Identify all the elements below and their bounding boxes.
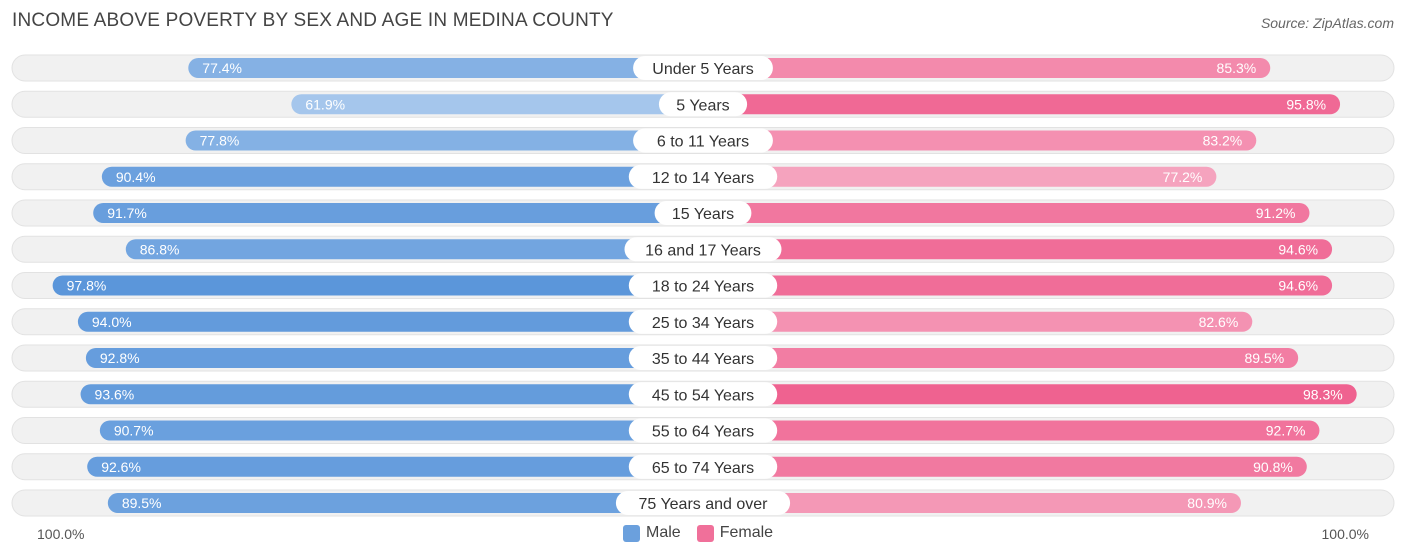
value-label-male-45-to-54-years: 93.6% — [95, 386, 135, 402]
category-pill-5-years — [658, 92, 748, 117]
value-label-female-25-to-34-years: 82.6% — [1199, 314, 1239, 330]
bar-male-6-to-11-years — [185, 130, 703, 151]
category-label-5-years: 5 Years — [676, 97, 729, 114]
category-pill-15-years — [654, 201, 752, 225]
value-label-male-5-years: 61.9% — [305, 96, 345, 112]
bar-male-25-to-34-years — [77, 311, 703, 332]
bar-female-5-years — [703, 94, 1341, 115]
category-pill-75-years-and-over — [615, 491, 791, 515]
value-label-male-35-to-44-years: 92.8% — [100, 350, 140, 366]
bar-male-35-to-44-years — [85, 348, 703, 368]
value-label-male-55-to-64-years: 90.7% — [114, 423, 154, 439]
category-label-25-to-34-years: 25 to 34 Years — [652, 315, 754, 332]
bar-female-45-to-54-years — [703, 384, 1357, 405]
value-label-female-35-to-44-years: 89.5% — [1244, 350, 1284, 366]
value-label-female-55-to-64-years: 92.7% — [1266, 423, 1306, 439]
category-label-65-to-74-years: 65 to 74 Years — [652, 460, 754, 477]
category-label-75-years-and-over: 75 Years and over — [639, 496, 769, 513]
value-label-male-16-and-17-years: 86.8% — [140, 241, 180, 257]
bar-female-18-to-24-years — [703, 275, 1333, 296]
category-label-16-and-17-years: 16 and 17 Years — [645, 242, 761, 259]
legend-item-female: Female — [696, 524, 774, 542]
value-label-male-15-years: 91.7% — [107, 205, 147, 221]
bar-male-65-to-74-years — [87, 456, 703, 477]
bar-male-75-years-and-over — [107, 493, 703, 513]
bar-female-12-to-14-years — [703, 166, 1217, 187]
category-label-under-5-years: Under 5 Years — [652, 61, 753, 78]
axis-label-right: 100.0% — [1321, 526, 1369, 542]
value-label-male-under-5-years: 77.4% — [202, 60, 242, 76]
category-label-45-to-54-years: 45 to 54 Years — [652, 387, 754, 404]
category-pill-12-to-14-years — [628, 164, 778, 189]
bar-male-under-5-years — [188, 58, 704, 78]
bar-male-16-and-17-years — [125, 239, 703, 260]
value-label-female-18-to-24-years: 94.6% — [1278, 278, 1318, 294]
category-pill-16-and-17-years — [624, 237, 782, 262]
category-pill-55-to-64-years — [628, 418, 778, 443]
value-label-male-75-years-and-over: 89.5% — [122, 495, 162, 511]
category-pill-45-to-54-years — [628, 382, 778, 407]
category-label-6-to-11-years: 6 to 11 Years — [657, 134, 749, 151]
legend-swatch-female — [696, 524, 714, 542]
bar-female-6-to-11-years — [703, 130, 1257, 151]
value-label-male-25-to-34-years: 94.0% — [92, 314, 132, 330]
category-pill-under-5-years — [633, 56, 773, 80]
source-credit: Source: ZipAtlas.com — [1260, 15, 1394, 31]
category-label-15-years: 15 Years — [672, 206, 734, 223]
value-label-female-65-to-74-years: 90.8% — [1253, 459, 1293, 475]
bar-female-55-to-64-years — [703, 420, 1320, 441]
category-label-55-to-64-years: 55 to 64 Years — [652, 424, 754, 441]
value-label-male-18-to-24-years: 97.8% — [67, 278, 107, 294]
legend-label-male: Male — [646, 524, 681, 541]
bar-male-15-years — [93, 203, 703, 223]
value-label-female-5-years: 95.8% — [1286, 96, 1326, 112]
bar-female-65-to-74-years — [703, 456, 1307, 477]
bar-female-75-years-and-over — [703, 493, 1241, 513]
legend-label-female: Female — [719, 524, 774, 541]
category-label-12-to-14-years: 12 to 14 Years — [652, 170, 754, 187]
bar-male-55-to-64-years — [99, 420, 704, 441]
bar-female-16-and-17-years — [703, 239, 1333, 260]
value-label-female-16-and-17-years: 94.6% — [1278, 241, 1318, 257]
bar-male-5-years — [291, 94, 703, 115]
category-label-35-to-44-years: 35 to 44 Years — [652, 351, 754, 368]
legend-item-male: Male — [623, 524, 681, 542]
value-label-female-45-to-54-years: 98.3% — [1303, 386, 1343, 402]
value-label-female-under-5-years: 85.3% — [1217, 60, 1257, 76]
bar-male-12-to-14-years — [101, 166, 704, 187]
value-label-female-12-to-14-years: 77.2% — [1163, 169, 1203, 185]
value-label-female-6-to-11-years: 83.2% — [1203, 133, 1243, 149]
legend: Male Female — [623, 524, 789, 542]
category-label-18-to-24-years: 18 to 24 Years — [652, 279, 754, 296]
bar-male-18-to-24-years — [52, 275, 703, 296]
value-label-male-12-to-14-years: 90.4% — [116, 169, 156, 185]
chart-title: INCOME ABOVE POVERTY BY SEX AND AGE IN M… — [12, 10, 614, 31]
bar-male-45-to-54-years — [80, 384, 703, 405]
bar-chart: 77.4% 85.3% Under 5 Years 61.9% 95.8% 5 Years… — [11, 54, 1395, 517]
category-pill-65-to-74-years — [628, 454, 778, 479]
category-pill-18-to-24-years — [628, 273, 778, 298]
axis-label-left: 100.0% — [37, 526, 85, 542]
bar-female-15-years — [703, 203, 1310, 223]
value-label-female-75-years-and-over: 80.9% — [1187, 495, 1227, 511]
value-label-female-15-years: 91.2% — [1256, 205, 1296, 221]
bar-female-35-to-44-years — [703, 348, 1299, 368]
category-pill-6-to-11-years — [633, 128, 773, 153]
category-pill-35-to-44-years — [628, 346, 778, 370]
legend-swatch-male — [623, 524, 640, 542]
category-pill-25-to-34-years — [628, 309, 778, 334]
bar-female-25-to-34-years — [703, 311, 1253, 332]
value-label-male-6-to-11-years: 77.8% — [200, 133, 240, 149]
value-label-male-65-to-74-years: 92.6% — [101, 459, 141, 475]
bar-female-under-5-years — [703, 58, 1271, 78]
